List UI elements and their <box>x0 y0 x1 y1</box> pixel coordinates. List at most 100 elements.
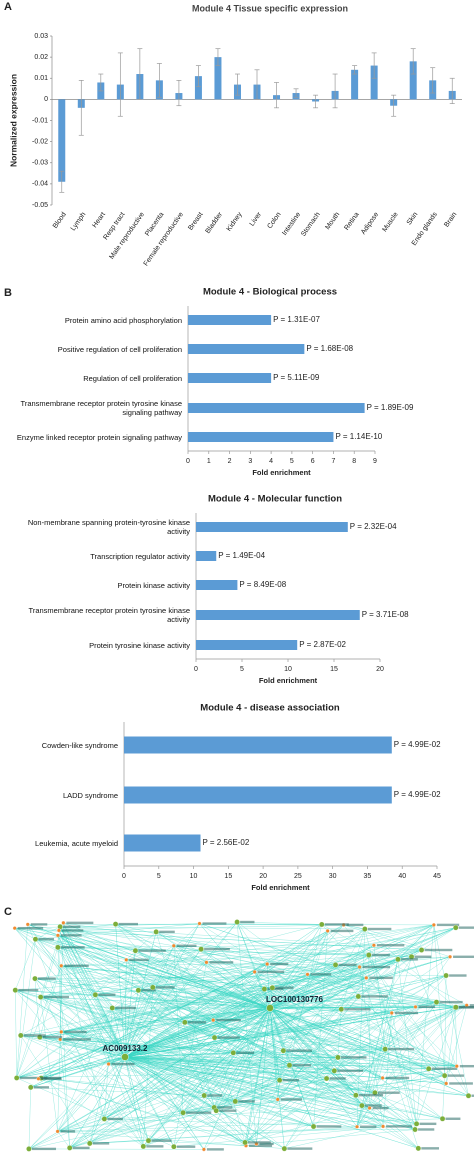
network-edge <box>60 926 290 1066</box>
x-tick-label: 1 <box>207 458 211 465</box>
node-label-placeholder <box>19 1076 48 1080</box>
network-edge <box>444 975 447 1076</box>
node-label-placeholder <box>469 1004 474 1007</box>
x-tick-label: Lymph <box>70 211 88 232</box>
node-label-placeholder <box>64 964 89 967</box>
network-edge <box>384 1012 392 1050</box>
network-edge <box>61 1031 370 1109</box>
network-edge <box>124 1056 175 1147</box>
network-edge <box>183 966 360 1113</box>
node-label-placeholder <box>447 1074 464 1077</box>
node-label-placeholder <box>129 958 149 962</box>
node-label-placeholder <box>207 1094 223 1097</box>
network-node <box>338 1006 345 1012</box>
network-edge <box>327 930 360 968</box>
x-tick-label: 3 <box>248 458 252 465</box>
network-edge <box>108 1063 184 1113</box>
node-label-placeholder <box>204 947 230 951</box>
network-node <box>395 956 401 963</box>
category-label: Regulation of cell proliferation <box>83 373 182 383</box>
bar <box>196 522 348 532</box>
network-edge <box>269 930 328 1009</box>
network-node <box>211 1018 216 1023</box>
x-tick-label: 45 <box>433 873 441 880</box>
node-label-placeholder <box>72 1146 90 1150</box>
network-node <box>124 957 129 962</box>
network-node <box>28 1084 34 1091</box>
network-edge <box>358 996 445 1076</box>
network-edge <box>61 965 265 990</box>
network-edge <box>14 928 62 966</box>
network-edge <box>95 994 257 1144</box>
x-tick-label: Male reproductive <box>108 211 146 261</box>
network-node <box>106 1062 111 1067</box>
network-node <box>380 1076 385 1080</box>
network-edge <box>272 924 344 988</box>
network-edge <box>14 928 126 1058</box>
network-edge <box>39 1036 278 1100</box>
network-edge <box>337 1057 384 1127</box>
network-edge <box>216 1110 314 1127</box>
network-edge <box>267 963 443 1119</box>
network-edge <box>124 975 447 1058</box>
network-edge <box>356 1107 370 1127</box>
network-node <box>441 1072 448 1079</box>
node-label-placeholder <box>240 920 255 924</box>
network-node <box>140 1143 147 1150</box>
network-edge <box>369 1007 456 1109</box>
network-edge <box>284 924 435 1149</box>
node-label-placeholder <box>361 995 388 998</box>
network-edge <box>95 994 342 1010</box>
network-edge <box>421 927 456 951</box>
network-edge <box>235 956 451 1102</box>
network-edge <box>245 1107 370 1143</box>
node-label-placeholder <box>115 1006 136 1010</box>
network-node <box>415 1145 422 1152</box>
network-node <box>281 1145 288 1152</box>
x-tick-label: Blood <box>52 211 68 230</box>
p-value-label: P = 2.56E-02 <box>203 838 250 847</box>
node-label-placeholder <box>424 948 453 952</box>
node-label-placeholder <box>371 953 390 957</box>
network-edge <box>16 1077 174 1147</box>
y-tick-label: -0.03 <box>32 160 48 167</box>
node-label-placeholder <box>151 1139 172 1142</box>
node-label-placeholder <box>248 1141 271 1144</box>
network-edge <box>16 947 59 1078</box>
x-tick-label: 30 <box>329 873 337 880</box>
network-edge <box>57 1056 126 1132</box>
network-edge <box>397 924 434 960</box>
x-tick-label: 5 <box>290 458 294 465</box>
node-label-placeholder <box>146 1145 164 1148</box>
node-label-placeholder <box>267 987 284 991</box>
bar <box>196 640 298 650</box>
network-edge <box>206 924 434 963</box>
network-edge <box>334 1070 357 1096</box>
category-label: Enzyme linked receptor protein signaling… <box>16 432 182 442</box>
network-edge <box>89 930 328 1144</box>
network-edge <box>15 989 185 1023</box>
network-edge <box>337 1009 342 1058</box>
node-label-placeholder <box>176 944 197 947</box>
x-tick-label: Female reproductive <box>143 211 185 267</box>
network-node <box>135 987 142 994</box>
network-edge <box>213 1012 392 1021</box>
node-label-placeholder <box>159 930 175 934</box>
network-edge <box>216 924 434 1111</box>
node-label-placeholder <box>41 1077 62 1080</box>
network-edge <box>104 1056 126 1120</box>
y-tick-label: 0.01 <box>34 75 48 82</box>
network-edge <box>124 996 359 1058</box>
network-node <box>371 943 376 948</box>
category-label: Leukemia, acute myeloid <box>35 838 118 848</box>
network-node <box>37 994 44 1000</box>
node-label-placeholder <box>23 1034 46 1037</box>
network-edge <box>57 935 126 1058</box>
network-edge <box>61 963 268 966</box>
chart-title: Module 4 - Biological process <box>203 287 337 298</box>
network-edge <box>104 987 273 1120</box>
x-tick-label: 25 <box>294 873 302 880</box>
network-edge <box>245 1129 416 1146</box>
bar <box>196 610 360 620</box>
node-label-placeholder <box>471 1094 474 1097</box>
